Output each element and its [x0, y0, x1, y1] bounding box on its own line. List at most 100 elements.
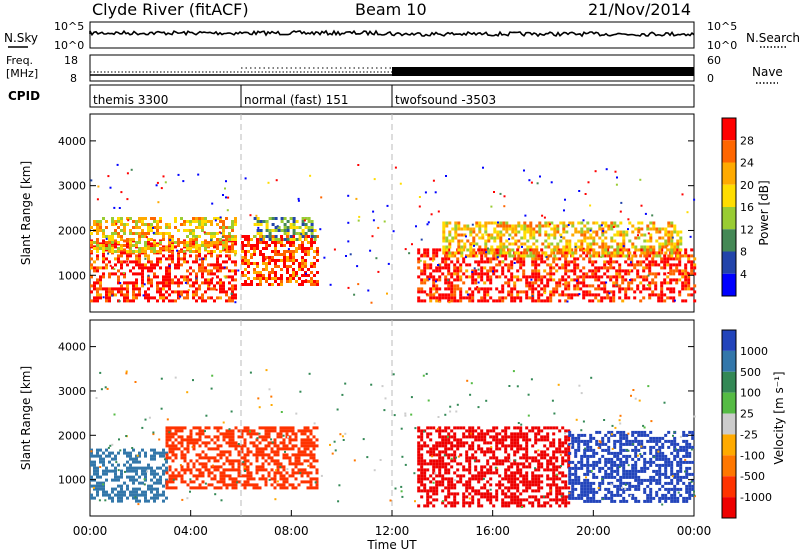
data-cell [204, 426, 208, 430]
data-cell [492, 456, 496, 460]
data-cell [684, 248, 688, 252]
data-cell [513, 257, 517, 261]
data-cell [316, 259, 319, 262]
data-cell [159, 293, 162, 297]
data-cell [505, 224, 509, 228]
data-cell [247, 283, 250, 286]
data-cell [150, 223, 153, 226]
data-cell [316, 253, 319, 256]
data-cell [195, 247, 198, 250]
data-cell [222, 220, 225, 223]
data-cell [471, 290, 475, 294]
data-cell [543, 216, 546, 219]
data-cell [207, 241, 210, 244]
data-cell [156, 257, 159, 261]
freq-right-tick-top: 60 [707, 54, 721, 67]
data-cell [96, 244, 99, 247]
data-cell [490, 236, 494, 240]
data-cell [547, 242, 551, 246]
data-cell [113, 268, 116, 270]
data-cell [237, 462, 241, 466]
data-cell [622, 475, 626, 479]
data-cell [651, 278, 655, 282]
data-cell [643, 466, 647, 470]
data-cell [261, 435, 265, 439]
data-cell [257, 226, 260, 229]
data-cell [271, 259, 274, 262]
data-cell [534, 498, 538, 502]
data-cell [523, 169, 525, 172]
data-cell [538, 221, 542, 225]
data-cell [228, 245, 231, 249]
data-cell [669, 278, 673, 282]
data-cell [502, 233, 506, 237]
data-cell [580, 221, 584, 225]
data-cell [519, 426, 523, 430]
data-cell [261, 456, 265, 460]
data-cell [117, 278, 120, 282]
data-cell [231, 278, 234, 282]
data-cell [165, 266, 168, 270]
data-cell [171, 254, 174, 258]
data-cell [577, 466, 581, 470]
data-cell [552, 456, 556, 460]
data-cell [498, 462, 502, 466]
data-cell [444, 444, 448, 448]
data-cell [297, 456, 301, 460]
data-cell [432, 284, 436, 288]
data-cell [616, 487, 620, 491]
data-cell [102, 239, 105, 243]
data-cell [687, 281, 691, 285]
data-cell [438, 296, 442, 300]
data-cell [183, 223, 186, 226]
data-cell [228, 248, 231, 252]
data-cell [595, 221, 599, 225]
data-cell [673, 224, 677, 228]
data-cell [264, 435, 268, 439]
data-cell [678, 269, 682, 273]
data-cell [556, 251, 560, 255]
data-cell [523, 230, 527, 234]
data-cell [474, 269, 478, 273]
data-cell [445, 224, 449, 228]
data-cell [616, 224, 620, 228]
data-cell [543, 435, 547, 439]
data-cell [141, 223, 144, 226]
data-cell [189, 471, 193, 475]
data-cell [198, 258, 201, 261]
data-cell [583, 239, 587, 243]
data-cell [525, 477, 529, 481]
data-cell [537, 462, 541, 466]
data-cell [309, 174, 312, 177]
data-cell [625, 499, 629, 503]
data-cell [546, 474, 550, 478]
data-cell [180, 441, 184, 445]
data-cell [213, 474, 217, 478]
data-cell [553, 233, 557, 237]
data-cell [580, 227, 584, 231]
data-cell [670, 224, 674, 228]
data-cell [552, 272, 556, 276]
data-cell [448, 230, 452, 234]
data-cell [138, 460, 141, 464]
data-cell [189, 223, 192, 226]
data-cell [132, 457, 135, 461]
data-cell [571, 221, 575, 225]
data-cell [135, 457, 138, 461]
data-cell [213, 272, 216, 276]
data-cell [589, 254, 593, 258]
data-cell [250, 247, 253, 250]
data-cell [588, 257, 592, 261]
data-cell [246, 453, 250, 457]
data-cell [457, 248, 461, 252]
data-cell [466, 293, 469, 296]
data-cell [453, 486, 457, 490]
data-cell [531, 489, 535, 493]
data-cell [150, 454, 153, 458]
data-cell [549, 263, 553, 267]
data-cell [234, 287, 237, 291]
data-cell [108, 272, 111, 276]
data-cell [120, 191, 123, 194]
data-cell [168, 293, 171, 297]
data-cell [183, 244, 186, 247]
